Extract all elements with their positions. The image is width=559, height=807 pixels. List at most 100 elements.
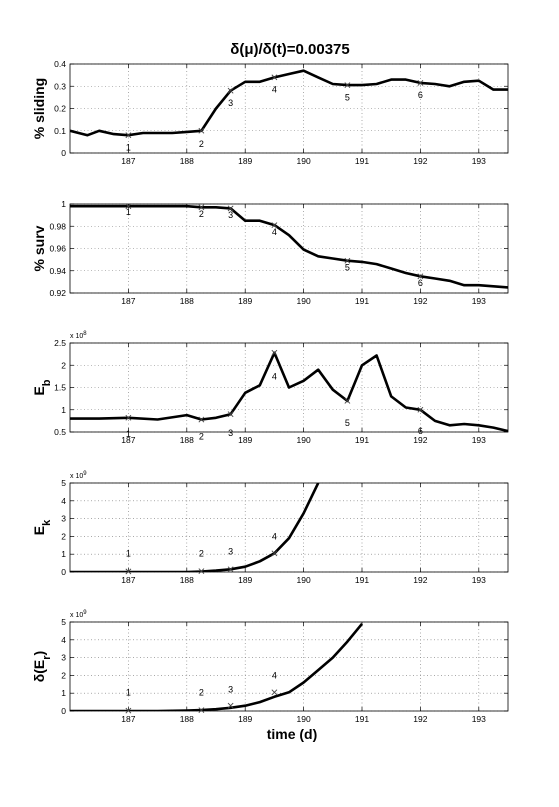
subplot-5: 187 188 189 190 191 192 193 0 1 2 3 4 5 x 109 δ(Er) tim… bbox=[31, 610, 509, 742]
figure-title: δ(μ)/δ(t)=0.00375 bbox=[230, 41, 350, 58]
x-marker-stroke bbox=[125, 132, 132, 139]
event-marker-4 bbox=[271, 550, 278, 557]
series-line bbox=[70, 483, 320, 572]
y-tick-label: 1 bbox=[61, 199, 66, 209]
axis-exponent-label: x 109 bbox=[70, 610, 87, 619]
event-label: 3 bbox=[228, 428, 233, 438]
x-tick-label: 192 bbox=[413, 296, 427, 306]
event-label: 1 bbox=[126, 548, 131, 558]
event-marker-2 bbox=[198, 707, 205, 714]
x-tick-label: 188 bbox=[180, 435, 194, 445]
y-tick-label: 5 bbox=[61, 617, 66, 627]
event-marker-3 bbox=[227, 702, 234, 709]
y-axis-label: Ek bbox=[31, 519, 53, 535]
event-marker-2 bbox=[198, 127, 205, 134]
y-tick-label: 4 bbox=[61, 635, 66, 645]
x-marker-stroke bbox=[125, 707, 132, 714]
subplot-3: 187 188 189 190 191 192 193 0.5 1 1.5 2 2.5 x 108 Eb 1… bbox=[31, 331, 509, 445]
x-tick-label: 193 bbox=[472, 714, 486, 724]
x-tick-label: 189 bbox=[238, 296, 252, 306]
series-line bbox=[70, 351, 508, 432]
event-label: 4 bbox=[272, 85, 277, 95]
y-tick-label: 0.98 bbox=[49, 221, 66, 231]
y-tick-label: 3 bbox=[61, 514, 66, 524]
x-tick-label: 190 bbox=[297, 296, 311, 306]
event-label: 4 bbox=[272, 227, 277, 237]
event-label: 5 bbox=[345, 92, 350, 102]
event-label: 2 bbox=[199, 687, 204, 697]
x-tick-label: 191 bbox=[355, 575, 369, 585]
x-tick-label: 193 bbox=[472, 296, 486, 306]
y-tick-label: 0.2 bbox=[54, 104, 66, 114]
y-tick-label: 2 bbox=[61, 670, 66, 680]
x-tick-label: 189 bbox=[238, 156, 252, 166]
event-marker-4 bbox=[271, 222, 278, 229]
x-tick-label: 192 bbox=[413, 714, 427, 724]
event-label: 6 bbox=[418, 426, 423, 436]
y-tick-label: 0.94 bbox=[49, 266, 66, 276]
series-line bbox=[70, 204, 508, 289]
x-marker-stroke bbox=[125, 568, 132, 575]
y-tick-label: 0 bbox=[61, 148, 66, 158]
event-marker-4 bbox=[271, 689, 278, 696]
x-tick-label: 190 bbox=[297, 575, 311, 585]
x-tick-label: 189 bbox=[238, 575, 252, 585]
plot-frame bbox=[69, 621, 509, 712]
event-marker-5 bbox=[344, 257, 351, 264]
event-label: 1 bbox=[126, 142, 131, 152]
event-label: 3 bbox=[228, 98, 233, 108]
event-marker-2 bbox=[198, 416, 205, 423]
y-tick-label: 2 bbox=[61, 531, 66, 541]
axis-exponent-label: x 108 bbox=[70, 331, 87, 340]
x-marker-stroke bbox=[227, 702, 234, 709]
x-marker-stroke bbox=[227, 411, 234, 418]
event-label: 1 bbox=[126, 687, 131, 697]
event-marker-5 bbox=[344, 397, 351, 404]
x-marker-stroke bbox=[271, 222, 278, 229]
x-marker-stroke bbox=[125, 414, 132, 421]
event-marker-1 bbox=[125, 414, 132, 421]
event-label: 5 bbox=[345, 262, 350, 272]
y-tick-label: 0.5 bbox=[54, 427, 66, 437]
x-tick-label: 188 bbox=[180, 156, 194, 166]
x-marker-stroke bbox=[227, 87, 234, 94]
x-tick-label: 191 bbox=[355, 714, 369, 724]
y-tick-label: 0.1 bbox=[54, 126, 66, 136]
y-tick-label: 2.5 bbox=[54, 338, 66, 348]
x-marker-stroke bbox=[198, 568, 205, 575]
x-tick-label: 188 bbox=[180, 714, 194, 724]
event-marker-1 bbox=[125, 707, 132, 714]
y-tick-label: 4 bbox=[61, 496, 66, 506]
x-tick-label: 187 bbox=[121, 156, 135, 166]
x-marker-stroke bbox=[198, 204, 205, 211]
x-marker-stroke bbox=[344, 397, 351, 404]
event-marker-3 bbox=[227, 566, 234, 573]
event-label: 3 bbox=[228, 547, 233, 557]
event-label: 1 bbox=[126, 207, 131, 217]
x-tick-label: 191 bbox=[355, 435, 369, 445]
series-line bbox=[70, 69, 508, 137]
y-tick-label: 1 bbox=[61, 405, 66, 415]
x-tick-label: 188 bbox=[180, 296, 194, 306]
x-tick-label: 187 bbox=[121, 575, 135, 585]
x-tick-label: 190 bbox=[297, 714, 311, 724]
event-label: 2 bbox=[199, 431, 204, 441]
y-tick-label: 5 bbox=[61, 478, 66, 488]
y-tick-label: 0.96 bbox=[49, 244, 66, 254]
x-tick-label: 193 bbox=[472, 575, 486, 585]
x-marker-stroke bbox=[344, 82, 351, 89]
y-axis-label: % sliding bbox=[31, 78, 47, 139]
event-label: 1 bbox=[126, 429, 131, 439]
x-tick-label: 192 bbox=[413, 435, 427, 445]
x-marker-stroke bbox=[125, 203, 132, 210]
subplot-stack: 187 188 189 190 191 192 193 0 0.1 0.2 0.3 0.4 % slid… bbox=[31, 59, 509, 742]
x-marker-stroke bbox=[417, 406, 424, 413]
x-tick-label: 189 bbox=[238, 435, 252, 445]
event-label: 3 bbox=[228, 210, 233, 220]
event-marker-3 bbox=[227, 87, 234, 94]
y-axis-label: % surv bbox=[31, 225, 47, 271]
x-tick-label: 193 bbox=[472, 156, 486, 166]
event-marker-3 bbox=[227, 205, 234, 212]
x-marker-stroke bbox=[417, 79, 424, 86]
